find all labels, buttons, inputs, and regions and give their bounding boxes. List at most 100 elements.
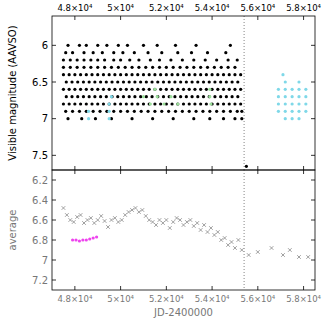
point [199,228,203,232]
y-tick-label: 6.5 [32,77,48,88]
point [95,235,98,238]
point [110,95,113,98]
point [99,80,102,83]
point [169,58,172,61]
point [237,238,241,242]
point [142,44,145,47]
x-tick [120,16,121,20]
point [142,88,145,91]
point [159,73,162,76]
point [146,51,149,54]
point [204,58,207,61]
cross-stroke [72,220,76,224]
point [85,88,88,91]
point [213,233,217,237]
point [148,73,151,76]
point [297,255,301,259]
point [170,102,173,105]
point [62,102,65,105]
panel-0: 4.8×10⁴5×10⁴5.2×10⁴5.4×10⁴5.6×10⁴5.8×10⁴… [7,3,322,170]
cross-stroke [120,218,124,222]
cross-stroke [65,213,69,217]
cross-stroke [117,220,121,224]
point [85,73,88,76]
cross-stroke [137,210,141,214]
point [71,51,74,54]
point [270,246,274,250]
cross-stroke [171,220,175,224]
cross-stroke [110,218,114,222]
point [85,102,88,105]
point [215,110,218,113]
point [225,80,228,83]
y-axis-label: average [7,210,18,251]
point [105,44,108,47]
cross-stroke [158,218,162,222]
cross-stroke [209,226,213,230]
y-tick [52,280,56,281]
x-tick [166,170,167,174]
point [304,110,307,113]
point [133,95,136,98]
x-tick-label: 5×10⁴ [107,294,134,304]
cross-stroke [206,230,210,234]
x-tick [120,166,121,170]
point [117,44,120,47]
point [85,44,88,47]
x-tick-label: 5.6×10⁴ [240,294,275,304]
point [158,66,161,69]
y-tick [311,118,315,119]
y-tick-label: 7.2 [32,275,48,286]
point [117,220,121,224]
cross-stroke [297,255,301,259]
cross-stroke [113,216,117,220]
point [153,88,156,91]
cross-stroke [226,243,230,247]
point [236,110,239,113]
y-axis-label: Visible magnitude (AAVSO) [7,25,18,160]
cross-stroke [147,218,151,222]
x-tick [257,170,258,174]
point [158,218,162,222]
y-tick [311,45,315,46]
point [137,210,141,214]
point [154,223,158,227]
point [233,88,236,91]
point [156,95,159,98]
cross-stroke [168,226,172,230]
cross-stroke [72,220,76,224]
point [76,58,79,61]
point [219,80,222,83]
point [73,73,76,76]
point [195,221,199,225]
point [256,250,260,254]
point [96,102,99,105]
point [205,102,208,105]
point [108,88,111,91]
point [82,80,85,83]
cross-stroke [137,210,141,214]
cross-stroke [189,218,193,222]
point [89,58,92,61]
cross-stroke [154,223,158,227]
y-tick [311,220,315,221]
point [165,66,168,69]
point [182,73,185,76]
point [162,95,165,98]
cross-stroke [161,221,165,225]
point [213,95,216,98]
point [178,66,181,69]
point [127,210,131,214]
cross-stroke [240,248,244,252]
point [209,102,212,105]
point [181,110,184,113]
y-tick-label: 6.6 [32,215,48,226]
y-tick-label: 6.4 [32,195,48,206]
point [199,66,202,69]
point [153,110,156,113]
cross-stroke [256,250,260,254]
point [185,95,188,98]
point [148,88,151,91]
point [188,102,191,105]
point [144,214,148,218]
